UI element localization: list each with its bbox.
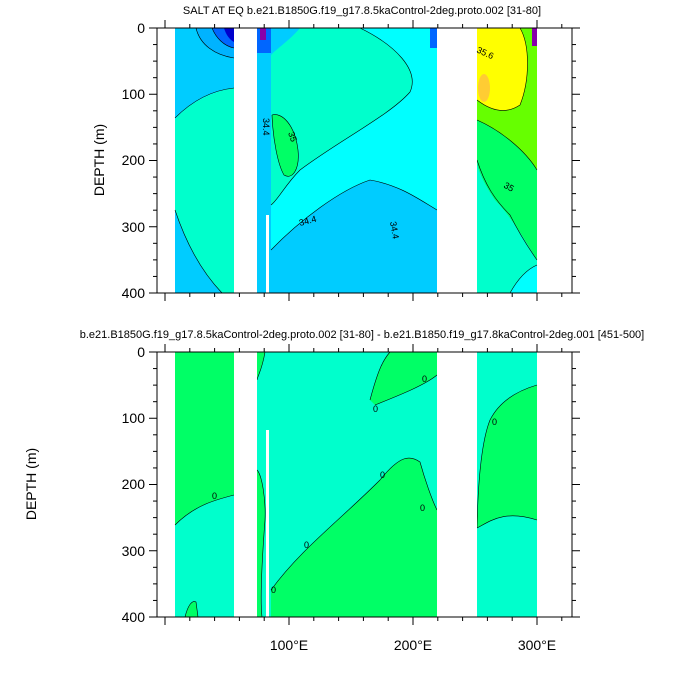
top-west-aqua xyxy=(175,88,234,293)
top-land-gap-1 xyxy=(234,28,257,294)
top-strip-purple xyxy=(260,28,266,40)
top-east-edge-blue xyxy=(430,28,437,48)
top-ytick-400: 400 xyxy=(122,285,146,301)
top-central-lb-bottom xyxy=(271,180,437,293)
top-west-navy xyxy=(224,28,234,42)
top-clabel-6: 35 xyxy=(502,180,516,194)
top-clabel-2: 35 xyxy=(286,130,299,143)
bottom-ticks xyxy=(149,344,580,625)
top-east-purple xyxy=(532,28,537,46)
bottom-central-green xyxy=(271,457,437,617)
top-land-gap-3 xyxy=(437,28,477,294)
top-clabel-1: 34.4 xyxy=(261,118,271,136)
bottom-xtick-200E: 200°E xyxy=(394,637,432,653)
top-clabel-3: 34.4 xyxy=(298,214,318,228)
top-clabel-4: 34.4 xyxy=(388,221,401,240)
top-ticks xyxy=(149,20,580,301)
bottom-xtick-300E: 300°E xyxy=(518,637,556,653)
bottom-east-green xyxy=(477,385,537,528)
top-west-bottom-lb xyxy=(175,210,222,293)
bottom-ytick-200: 200 xyxy=(122,476,146,492)
bottom-clabel-7: 0 xyxy=(422,374,427,384)
bottom-ytick-100: 100 xyxy=(122,410,146,426)
top-east-orange xyxy=(478,74,490,102)
bottom-land-gap-1 xyxy=(234,352,257,618)
top-east-bottom-lb xyxy=(510,265,537,293)
bottom-land-gap-3 xyxy=(437,352,477,618)
bottom-title: b.e21.B1850G.f19_g17.8.5kaControl-2deg.p… xyxy=(80,329,644,341)
top-central-aqua xyxy=(271,28,413,205)
bottom-west-green xyxy=(175,352,234,525)
bottom-ytick-400: 400 xyxy=(122,609,146,625)
bottom-strip-green-2 xyxy=(257,470,266,617)
bottom-clabel-4: 0 xyxy=(380,470,385,480)
bottom-panel: b.e21.B1850G.f19_g17.8.5kaControl-2deg.p… xyxy=(23,329,644,653)
bottom-contour-lines xyxy=(174,351,538,618)
bottom-clabel-8: 0 xyxy=(492,417,497,427)
bottom-xtick-100E: 100°E xyxy=(270,637,308,653)
top-ytick-300: 300 xyxy=(122,219,146,235)
top-ytick-200: 200 xyxy=(122,152,146,168)
top-ytick-0: 0 xyxy=(137,20,145,36)
bottom-clabel-6: 0 xyxy=(373,404,378,414)
bottom-clabel-5: 0 xyxy=(420,503,425,513)
bottom-land-gap-2 xyxy=(266,430,269,617)
top-central-lb-top xyxy=(271,28,300,55)
bottom-central-upper-green xyxy=(370,352,437,405)
bottom-strip-green xyxy=(257,352,265,380)
bottom-west-green-bottom xyxy=(185,601,198,617)
bottom-clabel-3: 0 xyxy=(304,540,309,550)
top-ytick-100: 100 xyxy=(122,86,146,102)
top-title: SALT AT EQ b.e21.B1850G.f19_g17.8.5kaCon… xyxy=(183,5,541,17)
bottom-ytick-300: 300 xyxy=(122,543,146,559)
top-panel: SALT AT EQ b.e21.B1850G.f19_g17.8.5kaCon… xyxy=(91,5,580,301)
top-land-gap-2 xyxy=(266,215,269,293)
bottom-clabel-1: 0 xyxy=(212,491,217,501)
bottom-ylabel: DEPTH (m) xyxy=(23,448,39,520)
top-ylabel: DEPTH (m) xyxy=(91,124,107,196)
bottom-clabel-2: 0 xyxy=(271,585,276,595)
bottom-ytick-0: 0 xyxy=(137,344,145,360)
top-contour-lines xyxy=(174,27,538,294)
